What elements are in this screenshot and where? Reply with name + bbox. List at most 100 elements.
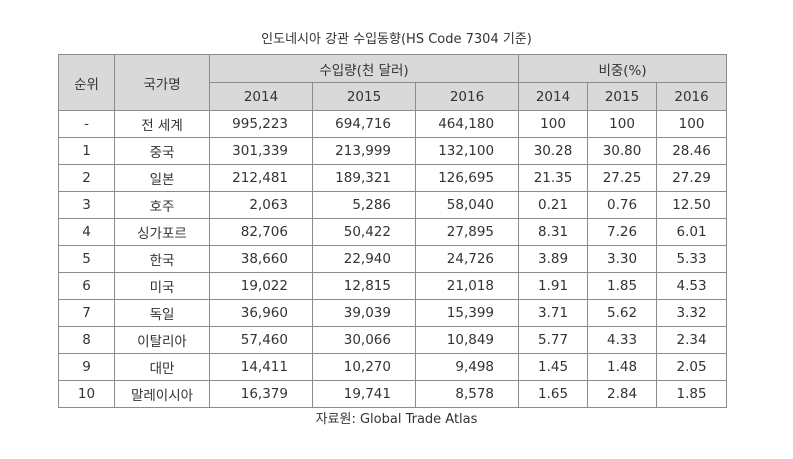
cell-share-2016: 4.53 [656,272,728,300]
cell-share-2014: 21.35 [518,164,589,192]
cell-share-2015: 30.80 [587,137,658,165]
table-row: -전 세계 995,223 694,716 464,180 100 100 100 [58,110,728,138]
cell-rank: 2 [58,164,115,192]
cell-country: 중국 [114,137,210,165]
cell-country: 이탈리아 [114,326,210,354]
cell-share-2016: 3.32 [656,299,728,327]
header-share-group: 비중(%) [518,54,728,83]
cell-share-2016: 6.01 [656,218,728,246]
cell-amount-2015: 30,066 [312,326,416,354]
cell-amount-2014: 36,960 [209,299,313,327]
cell-amount-2015: 39,039 [312,299,416,327]
import-table: 순위 국가명 수입량(천 달러) 비중(%) 2014 2015 2016 20… [58,54,728,408]
cell-amount-2015: 19,741 [312,380,416,408]
cell-amount-2015: 189,321 [312,164,416,192]
cell-amount-2016: 58,040 [414,191,520,219]
table-row: 10 말레이시아 16,379 19,741 8,578 1.65 2.84 1.85 [58,380,728,408]
cell-amount-2016: 24,726 [414,245,520,273]
cell-amount-2015: 12,815 [312,272,416,300]
cell-share-2015: 3.30 [587,245,658,273]
source-note: 자료원: Global Trade Atlas [315,412,478,427]
cell-amount-2016: 9,498 [414,353,520,381]
header-rank: 순위 [58,54,115,111]
cell-amount-2014: 16,379 [209,380,313,408]
cell-share-2015: 7.26 [587,218,658,246]
cell-share-2014: 3.89 [518,245,589,273]
cell-share-2014: 1.45 [518,353,589,381]
cell-amount-2014: 19,022 [209,272,313,300]
cell-amount-2014: 301,339 [209,137,313,165]
cell-country: 미국 [114,272,210,300]
cell-share-2016: 5.33 [656,245,728,273]
cell-amount-2015: 213,999 [312,137,416,165]
cell-amount-2014: 38,660 [209,245,313,273]
table-row: 8 이탈리아 57,460 30,066 10,849 5.77 4.33 2.34 [58,326,728,354]
header-amount-2016: 2016 [414,82,520,111]
cell-rank: 4 [58,218,115,246]
cell-share-2016: 2.05 [656,353,728,381]
cell-country: 독일 [114,299,210,327]
cell-amount-2014: 14,411 [209,353,313,381]
cell-rank: 7 [58,299,115,327]
table-row: 4 싱가포르 82,706 50,422 27,895 8.31 7.26 6.01 [58,218,728,246]
cell-amount-2016: 8,578 [414,380,520,408]
cell-rank: 6 [58,272,115,300]
cell-amount-2016: 126,695 [414,164,520,192]
cell-amount-2016: 10,849 [414,326,520,354]
cell-share-2015: 27.25 [587,164,658,192]
cell-rank: 1 [58,137,115,165]
cell-country: 호주 [114,191,210,219]
cell-country: 대만 [114,353,210,381]
table-row: 5 한국 38,660 22,940 24,726 3.89 3.30 5.33 [58,245,728,273]
cell-amount-2015: 50,422 [312,218,416,246]
cell-amount-2014: 57,460 [209,326,313,354]
cell-share-2014: 5.77 [518,326,589,354]
cell-share-2016: 2.34 [656,326,728,354]
header-amount-group: 수입량(천 달러) [208,54,520,83]
cell-country: 싱가포르 [114,218,210,246]
cell-share-2016: 12.50 [656,191,728,219]
cell-amount-2014: 82,706 [209,218,313,246]
cell-country: 말레이시아 [114,380,210,408]
cell-amount-2014: 2,063 [209,191,313,219]
table-row: 1 중국 301,339 213,999 132,100 30.28 30.80 28.46 [58,137,728,165]
cell-rank: 9 [58,353,115,381]
cell-amount-2014: 212,481 [209,164,313,192]
cell-amount-2016: 464,180 [414,110,520,138]
cell-amount-2016: 27,895 [414,218,520,246]
cell-country: 전 세계 [114,110,210,138]
table-row: 7 독일 36,960 39,039 15,399 3.71 5.62 3.32 [58,299,728,327]
cell-amount-2015: 694,716 [312,110,416,138]
header-amount-2014: 2014 [209,82,313,111]
header-share-2016: 2016 [656,82,728,111]
cell-share-2016: 1.85 [656,380,728,408]
cell-amount-2015: 10,270 [312,353,416,381]
cell-share-2016: 100 [656,110,728,138]
table-row: 9 대만 14,411 10,270 9,498 1.45 1.48 2.05 [58,353,728,381]
cell-share-2016: 28.46 [656,137,728,165]
table-row: 3 호주 2,063 5,286 58,040 0.21 0.76 12.50 [58,191,728,219]
cell-share-2015: 100 [587,110,658,138]
cell-amount-2016: 15,399 [414,299,520,327]
cell-share-2015: 1.85 [587,272,658,300]
header-share-2014: 2014 [518,82,589,111]
header-amount-2015: 2015 [312,82,416,111]
cell-share-2015: 2.84 [587,380,658,408]
cell-amount-2016: 132,100 [414,137,520,165]
table-row: 2 일본 212,481 189,321 126,695 21.35 27.25 27.29 [58,164,728,192]
cell-amount-2016: 21,018 [414,272,520,300]
cell-share-2014: 100 [518,110,589,138]
cell-country: 한국 [114,245,210,273]
cell-rank: 5 [58,245,115,273]
cell-share-2016: 27.29 [656,164,728,192]
cell-amount-2015: 22,940 [312,245,416,273]
cell-rank: - [58,110,115,138]
cell-share-2014: 3.71 [518,299,589,327]
cell-amount-2015: 5,286 [312,191,416,219]
cell-amount-2014: 995,223 [209,110,313,138]
cell-share-2015: 1.48 [587,353,658,381]
cell-share-2015: 0.76 [587,191,658,219]
table-body: -전 세계 995,223 694,716 464,180 100 100 100 1 중국 30… [58,110,728,408]
table-row: 6 미국 19,022 12,815 21,018 1.91 1.85 4.53 [58,272,728,300]
table-title: 인도네시아 강관 수입동향(HS Code 7304 기준) [261,32,532,47]
